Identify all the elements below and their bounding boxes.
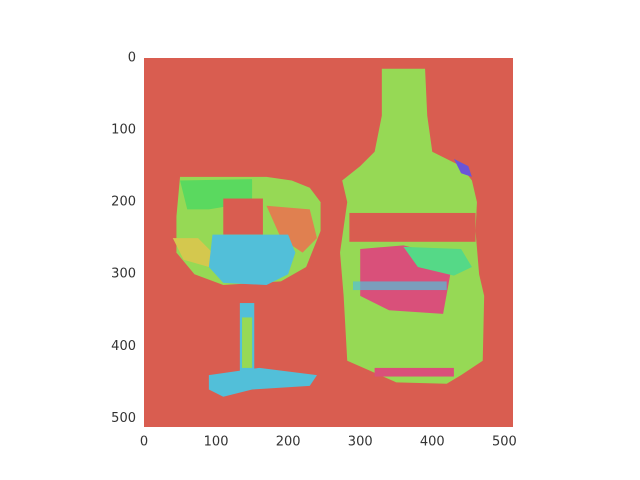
orange-segment — [266, 205, 317, 253]
y-tick-label: 0 — [128, 51, 136, 66]
x-tick-label: 200 — [276, 435, 301, 450]
cyan-strip — [353, 281, 447, 291]
base-segment — [208, 367, 317, 397]
label-segment — [349, 212, 476, 242]
x-tick-label: 300 — [348, 435, 373, 450]
pink-strip — [374, 367, 454, 377]
stem-inner — [242, 317, 253, 368]
y-tick-label: 400 — [111, 339, 136, 354]
y-tick-label: 300 — [111, 267, 136, 282]
x-tick-label: 0 — [140, 435, 148, 450]
x-tick-label: 100 — [204, 435, 229, 450]
x-tick-label: 400 — [420, 435, 445, 450]
y-tick-label: 100 — [111, 123, 136, 138]
x-tick-label: 500 — [492, 435, 517, 450]
glass-hole — [223, 198, 263, 235]
image — [144, 58, 513, 427]
bowl-cyan-segment — [208, 234, 296, 286]
y-tick-label: 500 — [111, 411, 136, 426]
y-tick-label: 200 — [111, 195, 136, 210]
yellow-segment — [172, 238, 213, 268]
light-green-segment — [403, 246, 472, 276]
purple-segment — [453, 158, 472, 177]
